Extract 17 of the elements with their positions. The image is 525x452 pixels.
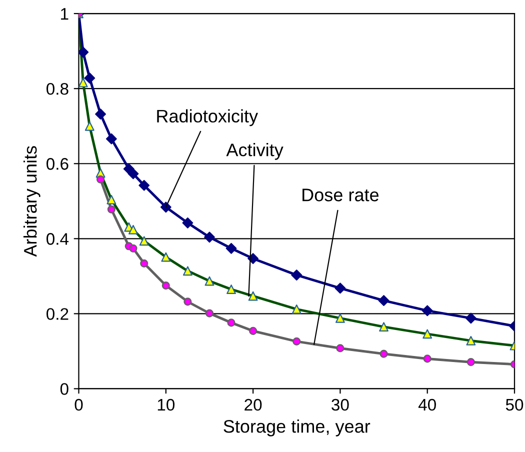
annotation: Dose rate xyxy=(302,188,379,202)
y-tick-label: 1 xyxy=(61,8,68,20)
x-tick-label: 20 xyxy=(244,398,262,411)
y-tick-label: 0.4 xyxy=(46,233,69,245)
y-axis-title: Arbitrary units xyxy=(23,146,40,257)
y-tick-label: 0.2 xyxy=(46,308,68,320)
x-tick-label: 30 xyxy=(332,398,349,411)
y-tick-label: 0.6 xyxy=(46,158,68,170)
x-axis-title: Storage time, year xyxy=(224,420,370,436)
y-tick-label: 0.8 xyxy=(46,82,68,95)
y-tick-label: 0 xyxy=(60,383,68,395)
annotation: Activity xyxy=(226,143,284,160)
x-tick-label: 40 xyxy=(418,398,436,411)
x-tick-label: 0 xyxy=(74,398,83,411)
annotation: Radiotoxicity xyxy=(157,109,258,126)
x-tick-label: 10 xyxy=(158,398,175,411)
x-tick-label: 50 xyxy=(506,398,524,411)
